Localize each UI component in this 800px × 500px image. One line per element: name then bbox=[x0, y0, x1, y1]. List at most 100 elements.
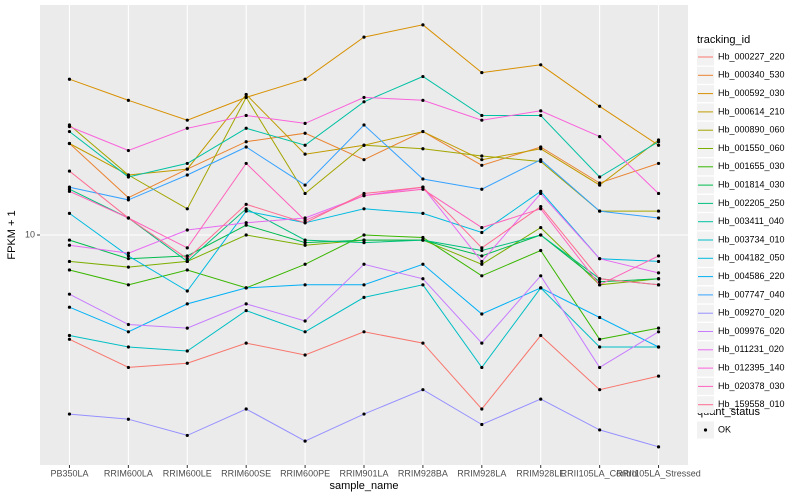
legend-label: Hb_012395_140 bbox=[718, 362, 785, 372]
x-tick-label: RRII105LA_Stressed bbox=[616, 468, 701, 478]
data-point bbox=[598, 345, 602, 349]
data-point bbox=[362, 412, 366, 416]
x-axis-title: sample_name bbox=[329, 480, 398, 492]
data-point bbox=[362, 207, 366, 211]
data-point bbox=[539, 274, 543, 278]
data-point bbox=[67, 305, 72, 309]
data-point bbox=[67, 185, 72, 189]
data-point bbox=[656, 209, 661, 213]
data-point bbox=[303, 183, 307, 187]
data-point bbox=[598, 337, 602, 341]
data-point bbox=[656, 140, 661, 144]
data-point bbox=[303, 238, 307, 242]
data-point bbox=[421, 129, 425, 134]
data-point bbox=[480, 312, 484, 316]
data-point bbox=[362, 95, 366, 100]
data-point bbox=[421, 74, 425, 79]
data-point bbox=[656, 216, 661, 220]
data-point bbox=[126, 98, 130, 102]
x-tick-label: RRIM600SE bbox=[221, 468, 271, 478]
legend-label: Hb_003411_040 bbox=[718, 216, 784, 226]
data-point bbox=[598, 280, 602, 284]
data-point bbox=[303, 218, 307, 222]
data-point bbox=[480, 113, 484, 118]
data-point bbox=[244, 145, 248, 149]
data-point bbox=[185, 433, 189, 438]
data-point bbox=[303, 216, 307, 220]
data-point bbox=[303, 319, 307, 323]
data-point bbox=[185, 126, 189, 130]
data-point bbox=[362, 241, 366, 245]
data-point bbox=[362, 143, 366, 147]
data-point bbox=[480, 154, 484, 158]
data-point bbox=[539, 191, 543, 196]
data-point bbox=[539, 286, 543, 290]
data-point bbox=[656, 330, 661, 334]
data-point bbox=[421, 235, 425, 240]
data-point bbox=[303, 191, 307, 196]
data-point bbox=[656, 283, 661, 287]
legend-label: OK bbox=[718, 424, 731, 434]
data-point bbox=[598, 365, 602, 370]
data-point bbox=[126, 330, 130, 334]
data-point bbox=[67, 125, 72, 129]
data-point bbox=[656, 374, 661, 378]
data-point bbox=[67, 238, 72, 242]
data-point bbox=[362, 330, 366, 334]
data-point bbox=[126, 265, 130, 269]
data-point bbox=[480, 187, 484, 191]
legend-label: Hb_001550_060 bbox=[718, 143, 785, 153]
data-point bbox=[126, 148, 130, 153]
data-point bbox=[185, 302, 189, 306]
data-point bbox=[67, 243, 72, 247]
legend-label: Hb_003734_010 bbox=[718, 234, 785, 244]
data-point bbox=[126, 322, 130, 327]
data-point bbox=[185, 161, 189, 166]
data-point bbox=[598, 175, 602, 179]
legend-label: Hb_020378_030 bbox=[718, 381, 785, 391]
legend-swatch bbox=[703, 428, 708, 432]
legend-label: Hb_000340_530 bbox=[718, 70, 785, 80]
data-point bbox=[480, 262, 484, 266]
data-point bbox=[244, 92, 248, 97]
data-point bbox=[480, 230, 484, 235]
data-point bbox=[126, 345, 130, 349]
data-point bbox=[244, 223, 248, 227]
data-point bbox=[185, 254, 189, 258]
data-point bbox=[244, 207, 248, 211]
data-point bbox=[421, 211, 425, 215]
data-point bbox=[539, 233, 543, 237]
data-point bbox=[480, 246, 484, 250]
data-point bbox=[126, 283, 130, 287]
data-point bbox=[656, 143, 661, 147]
x-tick-label: PB350LA bbox=[50, 468, 88, 478]
legend-label: Hb_011231_020 bbox=[718, 344, 784, 354]
data-point bbox=[67, 77, 72, 81]
data-point bbox=[303, 262, 307, 266]
data-point bbox=[362, 191, 366, 196]
data-point bbox=[598, 315, 602, 320]
data-point bbox=[480, 163, 484, 167]
data-point bbox=[303, 152, 307, 156]
x-tick-label: RRIM600LA bbox=[104, 468, 153, 478]
data-point bbox=[185, 167, 189, 171]
data-point bbox=[480, 248, 484, 253]
data-point bbox=[67, 412, 72, 416]
data-point bbox=[480, 274, 484, 278]
data-point bbox=[185, 289, 189, 293]
data-point bbox=[67, 189, 72, 193]
data-point bbox=[185, 259, 189, 264]
data-point bbox=[362, 123, 366, 127]
legend-label: Hb_002205_250 bbox=[718, 198, 785, 208]
data-point bbox=[480, 407, 484, 411]
data-point bbox=[421, 177, 425, 181]
data-point bbox=[185, 246, 189, 250]
data-point bbox=[480, 158, 484, 162]
legend-label: Hb_001814_030 bbox=[718, 179, 785, 189]
data-point bbox=[303, 353, 307, 357]
data-point bbox=[362, 295, 366, 299]
legend-label: Hb_007747_040 bbox=[718, 289, 785, 299]
data-point bbox=[539, 207, 543, 211]
data-point bbox=[185, 326, 189, 330]
data-point bbox=[244, 202, 248, 206]
